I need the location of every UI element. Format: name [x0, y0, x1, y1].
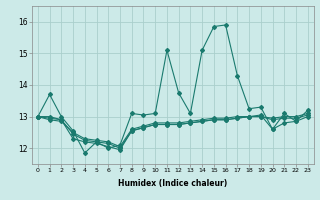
X-axis label: Humidex (Indice chaleur): Humidex (Indice chaleur) — [118, 179, 228, 188]
